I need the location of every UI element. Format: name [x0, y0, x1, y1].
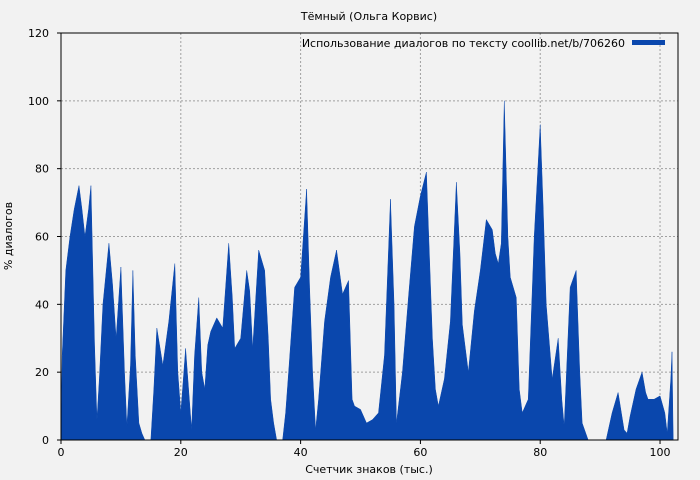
x-tick-label: 100	[650, 446, 671, 459]
y-tick-label: 40	[35, 298, 49, 311]
x-axis-label: Счетчик знаков (тыс.)	[305, 463, 433, 476]
x-tick-label: 0	[58, 446, 65, 459]
x-tick-label: 80	[533, 446, 547, 459]
y-tick-label: 80	[35, 163, 49, 176]
legend: Использование диалогов по тексту coollib…	[302, 37, 665, 50]
y-tick-label: 120	[28, 27, 49, 40]
axis-ticks: 0 20 40 60 80 100 0 20 40 60 80 100 120	[28, 27, 671, 459]
x-tick-label: 60	[413, 446, 427, 459]
y-tick-label: 20	[35, 366, 49, 379]
legend-swatch	[632, 40, 665, 45]
y-axis-label: % диалогов	[2, 202, 15, 270]
chart-title: Тёмный (Ольга Корвис)	[300, 10, 437, 23]
x-tick-label: 20	[174, 446, 188, 459]
legend-label: Использование диалогов по тексту coollib…	[302, 37, 625, 50]
y-tick-label: 60	[35, 231, 49, 244]
series-area	[60, 100, 674, 441]
y-tick-label: 0	[42, 434, 49, 447]
series-layer	[60, 100, 674, 441]
x-tick-label: 40	[294, 446, 308, 459]
y-tick-label: 100	[28, 95, 49, 108]
